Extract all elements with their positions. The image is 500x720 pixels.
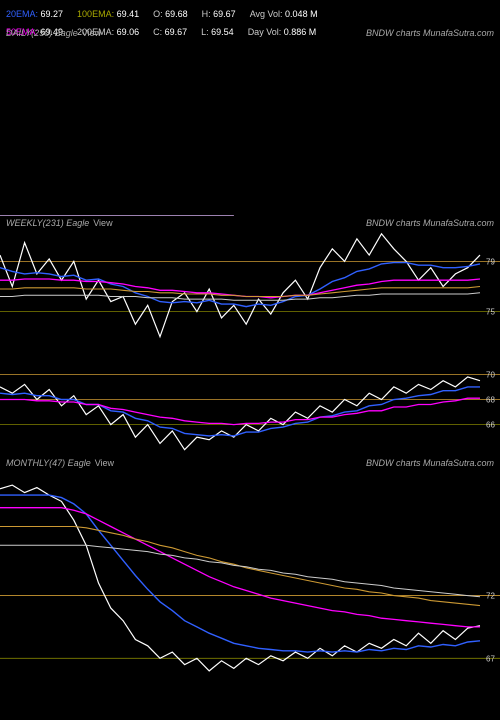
chart-svg-weekly: 79 68 75 70 66 (0, 216, 500, 456)
stat-item: H: 69.67 (202, 4, 236, 22)
stat-label: Avg Vol: (250, 9, 283, 19)
panel-weekly: WEEKLY(231) EagleView BNDW charts MunafaS… (0, 216, 500, 456)
series-price (0, 485, 480, 671)
stat-item: 20EMA: 69.27 (6, 4, 63, 22)
stat-label: 20EMA: (6, 9, 38, 19)
panel-title-right: BNDW charts MunafaSutra.com (366, 458, 494, 468)
panel-title-row: MONTHLY(47) EagleView BNDW charts MunafaS… (6, 458, 494, 468)
chart-panels: DAILY(250) EagleView BNDW charts MunafaSu… (0, 26, 500, 696)
panel-title-left: WEEKLY(231) EagleView (6, 218, 113, 228)
series-ema50 (0, 508, 480, 627)
series-price2 (0, 377, 480, 450)
chart-svg-monthly: 72 67 (0, 456, 500, 696)
panel-title-row: WEEKLY(231) EagleView BNDW charts MunafaS… (6, 218, 494, 228)
stat-row-1: 20EMA: 69.27 100EMA: 69.41 O: 69.68 H: 69.6… (6, 4, 318, 22)
y-axis-label: 66 (486, 421, 495, 430)
stat-item: Avg Vol: 0.048 M (250, 4, 318, 22)
y-axis-label: 72 (486, 592, 495, 601)
stat-item: O: 69.68 (153, 4, 188, 22)
series-ema50b (0, 398, 480, 424)
series-ema20 (0, 495, 480, 652)
stat-label: O: (153, 9, 163, 19)
panel-monthly: MONTHLY(47) EagleView BNDW charts MunafaS… (0, 456, 500, 696)
chart-svg-daily (0, 26, 500, 216)
series-ema20b (0, 387, 480, 436)
series-price (0, 234, 480, 337)
panel-title-left: MONTHLY(47) EagleView (6, 458, 114, 468)
stat-item: 100EMA: 69.41 (77, 4, 139, 22)
y-axis-label: 70 (486, 370, 495, 379)
panel-title-row: DAILY(250) EagleView BNDW charts MunafaSu… (6, 28, 494, 38)
y-axis-label: 68 (486, 396, 495, 405)
stat-value: 69.27 (38, 9, 63, 19)
panel-title-right: BNDW charts MunafaSutra.com (366, 28, 494, 38)
panel-title-right: BNDW charts MunafaSutra.com (366, 218, 494, 228)
stat-value: 0.048 M (283, 9, 318, 19)
panel-title-left: DAILY(250) EagleView (6, 28, 101, 38)
stat-label: 100EMA: (77, 9, 114, 19)
stat-value: 69.41 (114, 9, 139, 19)
panel-daily: DAILY(250) EagleView BNDW charts MunafaSu… (0, 26, 500, 216)
stat-value: 69.67 (211, 9, 236, 19)
stat-label: H: (202, 9, 211, 19)
y-axis-label: 79 (486, 257, 495, 266)
y-axis-label: 67 (486, 654, 495, 663)
y-axis-label: 75 (486, 308, 495, 317)
stat-value: 69.68 (163, 9, 188, 19)
